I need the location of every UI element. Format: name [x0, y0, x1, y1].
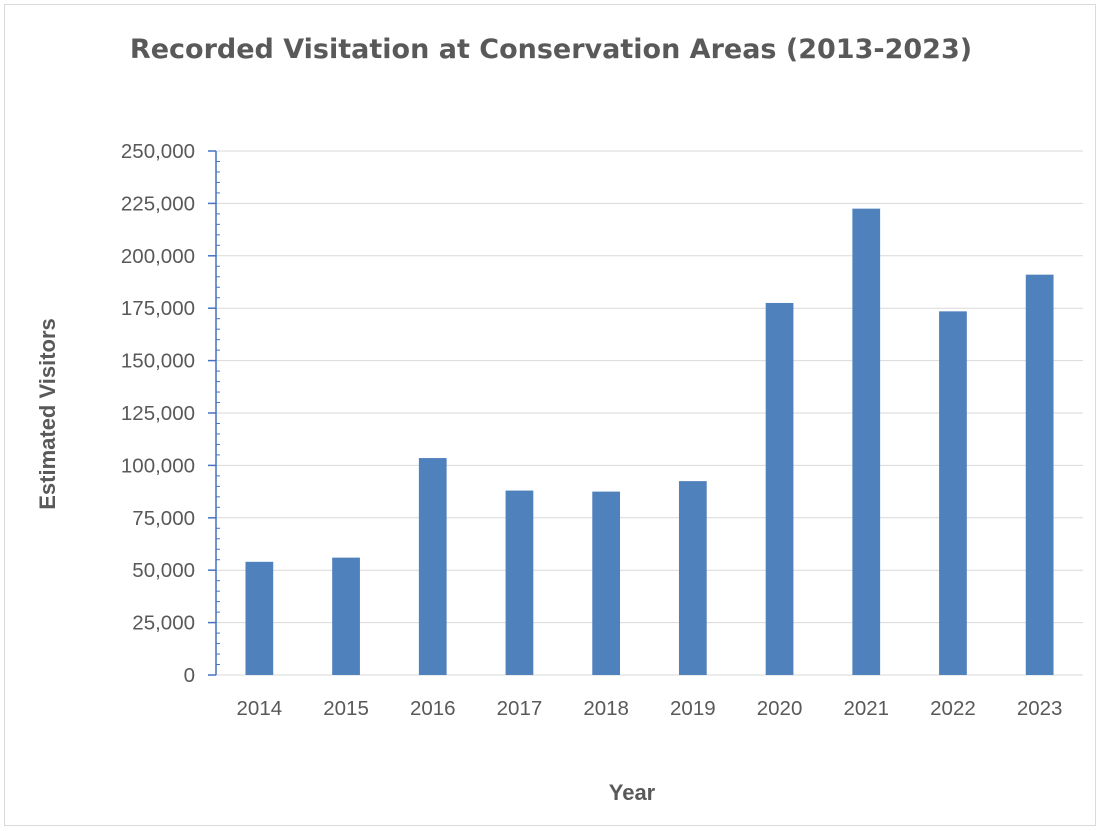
x-tick-label: 2017 [497, 697, 543, 720]
bar-2014 [245, 561, 274, 675]
chart-frame [4, 4, 1096, 826]
bar-2015 [332, 557, 360, 675]
bar-2022 [939, 311, 967, 675]
y-tick-label: 250,000 [121, 140, 195, 163]
x-tick-labels: 2014 2015 2016 2017 2018 2019 2020 2021 2022 2023 [237, 697, 1063, 720]
y-tick-label: 175,000 [121, 297, 195, 320]
x-tick-label: 2015 [323, 697, 369, 720]
y-tick-label: 25,000 [132, 612, 195, 635]
x-tick-label: 2021 [843, 697, 889, 720]
y-tick-label: 75,000 [132, 507, 195, 530]
bar-2019 [678, 481, 707, 675]
y-axis-title: Estimated Visitors [35, 318, 60, 510]
x-tick-label: 2014 [237, 697, 283, 720]
bar-2018 [592, 491, 621, 675]
y-tick-label: 50,000 [132, 559, 195, 582]
y-tick-label: 150,000 [121, 350, 195, 373]
bar-2020 [765, 302, 794, 675]
x-tick-label: 2022 [930, 697, 976, 720]
y-tick-label: 225,000 [121, 192, 195, 215]
x-tick-label: 2023 [1017, 697, 1063, 720]
x-tick-label: 2018 [583, 697, 629, 720]
x-tick-label: 2016 [410, 697, 456, 720]
y-tick-label: 0 [184, 664, 195, 687]
chart-title: Recorded Visitation at Conservation Area… [129, 34, 973, 65]
bars [245, 208, 1054, 675]
bar-2021 [852, 208, 881, 675]
x-tick-label: 2019 [670, 697, 716, 720]
bar-2023 [1025, 274, 1054, 675]
bar-2016 [418, 458, 447, 675]
y-tick-label: 200,000 [121, 245, 195, 268]
y-tick-label: 125,000 [121, 402, 195, 425]
gridlines [216, 150, 1083, 676]
bar-2017 [505, 490, 534, 675]
x-tick-label: 2020 [757, 697, 803, 720]
y-axis [208, 150, 220, 676]
y-tick-label: 100,000 [121, 454, 195, 477]
x-axis-title: Year [609, 780, 656, 805]
y-tick-labels: 0 25,000 50,000 75,000 100,000 125,000 150,000… [121, 140, 195, 687]
